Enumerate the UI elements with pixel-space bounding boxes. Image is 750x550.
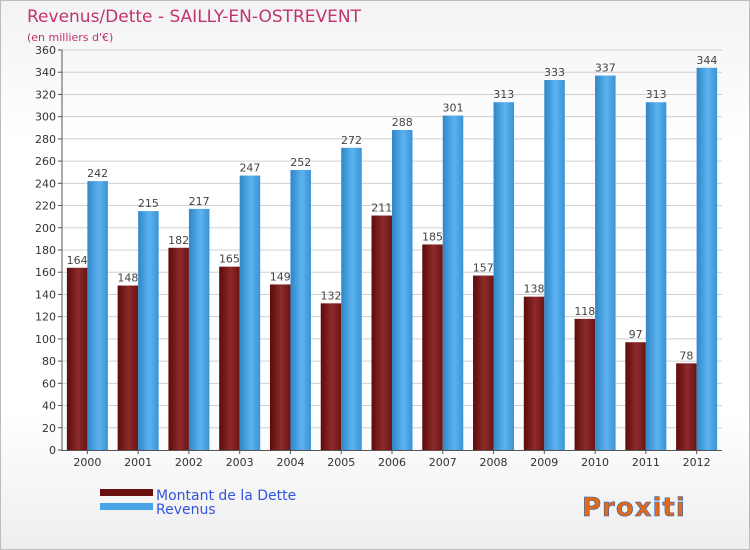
y-tick-label: 220	[35, 200, 56, 213]
data-label-dette: 132	[320, 289, 341, 302]
x-tick-label: 2010	[581, 456, 609, 469]
bar-dette	[168, 247, 189, 450]
bar-revenus	[544, 80, 565, 450]
bar-revenus	[341, 147, 362, 450]
legend-label-debt: Montant de la Dette	[156, 488, 296, 504]
x-tick-label: 2007	[429, 456, 457, 469]
legend-swatch-revenus	[100, 503, 153, 510]
data-label-revenus: 288	[392, 116, 413, 129]
data-label-revenus: 272	[341, 134, 362, 147]
legend: Montant de la Dette Revenus	[100, 488, 296, 518]
bar-revenus	[87, 181, 108, 450]
x-axis-ticks: 2000 2001 2002 2003 2004 2005 2006 2007 2008 2009…	[73, 450, 711, 469]
bar-revenus	[442, 115, 464, 451]
data-label-dette: 182	[168, 234, 189, 247]
bar-dette	[219, 266, 240, 450]
data-label-dette: 118	[574, 305, 595, 318]
x-tick-label: 2012	[683, 456, 711, 469]
x-tick-label: 2004	[276, 456, 304, 469]
data-label-dette: 164	[67, 254, 88, 267]
data-label-revenus: 337	[595, 62, 616, 75]
bar-dette	[66, 267, 88, 450]
y-tick-label: 300	[35, 111, 56, 124]
bar-dette	[523, 296, 545, 450]
data-label-revenus: 301	[443, 102, 464, 115]
y-tick-label: 340	[35, 66, 56, 79]
data-label-revenus: 344	[696, 54, 717, 67]
data-label-revenus: 313	[646, 88, 667, 101]
y-tick-label: 0	[49, 444, 56, 457]
y-tick-label: 20	[42, 422, 56, 435]
y-axis-ticks: 0 20 40 60 80 100 120 140 160 180 200 220 240 260 280 3…	[35, 44, 62, 457]
data-label-dette: 138	[524, 283, 545, 296]
bar-revenus	[188, 208, 210, 450]
bar-dette	[371, 215, 392, 450]
data-label-dette: 97	[629, 328, 643, 341]
data-label-revenus: 215	[138, 197, 159, 210]
data-labels: 164 242 148 215 182 217 165 247 149 252 132 272 211 2…	[67, 54, 718, 363]
data-label-revenus: 313	[493, 88, 514, 101]
data-label-dette: 157	[473, 262, 494, 275]
x-tick-label: 2001	[124, 456, 152, 469]
bar-revenus	[645, 102, 667, 450]
x-tick-label: 2009	[530, 456, 558, 469]
bar-revenus	[392, 130, 413, 450]
bar-dette	[320, 303, 342, 450]
chart-subtitle: (en milliers d'€)	[27, 31, 113, 44]
y-tick-label: 140	[35, 288, 56, 301]
bar-dette	[473, 275, 494, 450]
data-label-dette: 165	[219, 253, 240, 266]
y-tick-label: 320	[35, 88, 56, 101]
y-tick-label: 200	[35, 222, 56, 235]
y-tick-label: 100	[35, 333, 56, 346]
x-tick-label: 2011	[632, 456, 660, 469]
bar-dette	[117, 285, 139, 450]
x-tick-label: 2000	[73, 456, 101, 469]
y-tick-label: 280	[35, 133, 56, 146]
bars	[66, 67, 718, 451]
data-label-dette: 211	[371, 202, 392, 215]
y-tick-label: 60	[42, 377, 56, 390]
data-label-dette: 148	[117, 272, 138, 285]
x-tick-label: 2008	[480, 456, 508, 469]
bar-revenus	[290, 170, 311, 450]
y-tick-label: 80	[42, 355, 56, 368]
data-label-revenus: 247	[239, 162, 260, 175]
y-tick-label: 160	[35, 266, 56, 279]
bar-dette	[625, 342, 646, 450]
bar-revenus	[595, 75, 616, 451]
bar-dette	[574, 318, 596, 450]
y-tick-label: 40	[42, 400, 56, 413]
x-tick-label: 2006	[378, 456, 406, 469]
data-label-revenus: 252	[290, 156, 311, 169]
bar-dette	[676, 363, 697, 450]
x-tick-label: 2003	[226, 456, 254, 469]
data-label-revenus: 333	[544, 66, 565, 79]
bar-dette	[269, 284, 291, 450]
y-tick-label: 120	[35, 311, 56, 324]
x-tick-label: 2005	[327, 456, 355, 469]
logo-text: Proxiti	[582, 493, 686, 523]
bar-revenus	[493, 102, 515, 450]
data-label-revenus: 242	[87, 167, 108, 180]
bar-revenus	[239, 175, 261, 451]
data-label-dette: 185	[422, 230, 443, 243]
data-label-revenus: 217	[189, 195, 210, 208]
y-tick-label: 360	[35, 44, 56, 57]
y-tick-label: 180	[35, 244, 56, 257]
chart-title: Revenus/Dette - SAILLY-EN-OSTREVENT	[27, 7, 362, 27]
y-tick-label: 260	[35, 155, 56, 168]
y-tick-label: 240	[35, 177, 56, 190]
bar-revenus	[696, 67, 718, 451]
proxiti-logo: Proxiti	[582, 493, 686, 524]
data-label-dette: 78	[679, 349, 693, 362]
legend-label-revenus: Revenus	[156, 502, 216, 518]
data-label-dette: 149	[270, 270, 291, 283]
x-tick-label: 2002	[175, 456, 203, 469]
legend-swatch-debt	[100, 489, 153, 496]
bar-revenus	[138, 211, 159, 450]
bar-dette	[422, 244, 443, 450]
